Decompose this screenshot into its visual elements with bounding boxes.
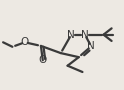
- Text: N: N: [87, 41, 95, 51]
- Text: N: N: [81, 30, 89, 40]
- Text: N: N: [67, 30, 75, 40]
- Text: O: O: [21, 37, 29, 47]
- Text: O: O: [39, 55, 47, 65]
